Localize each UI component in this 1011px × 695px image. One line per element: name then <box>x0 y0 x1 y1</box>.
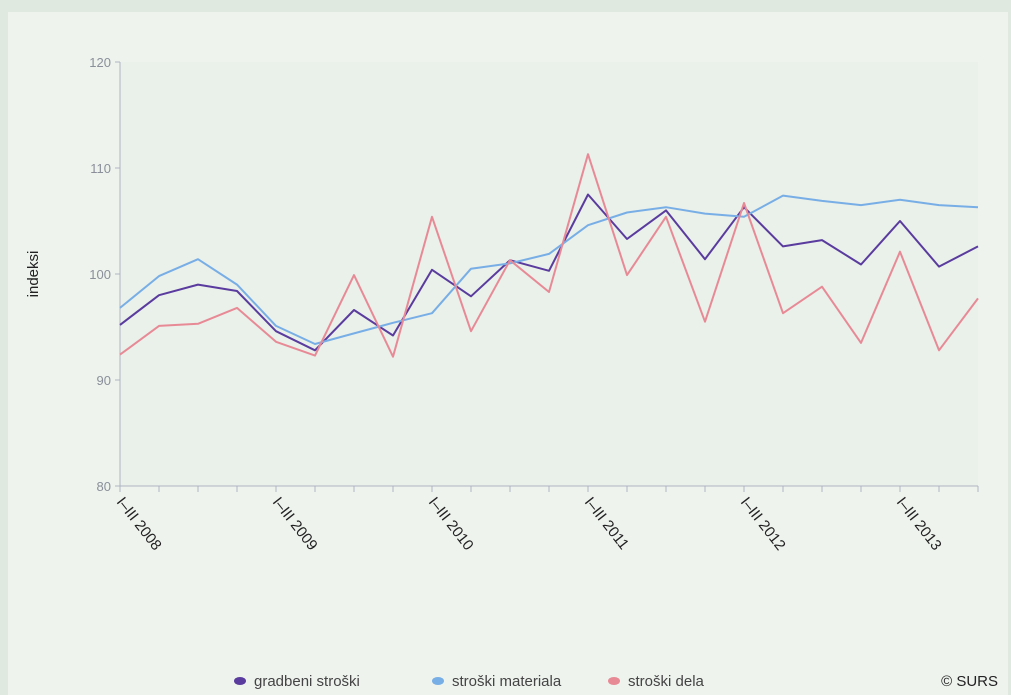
y-tick-label: 110 <box>90 161 111 176</box>
legend-item-2[interactable]: stroški materiala <box>432 673 562 690</box>
y-tick-label: 80 <box>97 479 111 494</box>
series-line-3 <box>119 153 979 358</box>
x-tick-label: I–III 2010 <box>425 494 477 554</box>
series-line-1 <box>119 193 979 352</box>
y-tick-label: 120 <box>89 55 111 70</box>
legend-label: stroški materiala <box>452 673 562 690</box>
series-line-2 <box>119 194 979 345</box>
legend-item-1[interactable]: gradbeni stroški <box>234 673 360 690</box>
x-tick-label: I–III 2009 <box>269 494 321 554</box>
legend[interactable]: gradbeni stroški stroški materiala stroški… <box>234 673 705 690</box>
x-tick-label: I–III 2008 <box>113 494 165 554</box>
series-layer <box>119 153 979 358</box>
plot-area <box>120 62 978 486</box>
legend-label: gradbeni stroški <box>254 673 360 690</box>
x-tick-label: I–III 2013 <box>893 494 945 554</box>
chart-frame: 80 90 100 110 120 I–III 2008 I–III 2009 I–III … <box>8 12 1008 695</box>
y-axis-title: indeksi <box>25 251 42 298</box>
copyright-text: © SURS <box>941 673 998 690</box>
legend-marker <box>432 677 444 685</box>
legend-label: stroški dela <box>628 673 705 690</box>
y-tick-label: 90 <box>97 373 111 388</box>
legend-marker <box>234 677 246 685</box>
y-tick-label: 100 <box>89 267 111 282</box>
x-tick-label: I–III 2012 <box>737 494 789 554</box>
legend-item-3[interactable]: stroški dela <box>608 673 705 690</box>
x-axis: I–III 2008 I–III 2009 I–III 2010 I–III 2011… <box>113 485 979 554</box>
x-tick-label: I–III 2011 <box>581 494 632 553</box>
y-axis: 80 90 100 110 120 <box>89 55 121 494</box>
legend-marker <box>608 677 620 685</box>
